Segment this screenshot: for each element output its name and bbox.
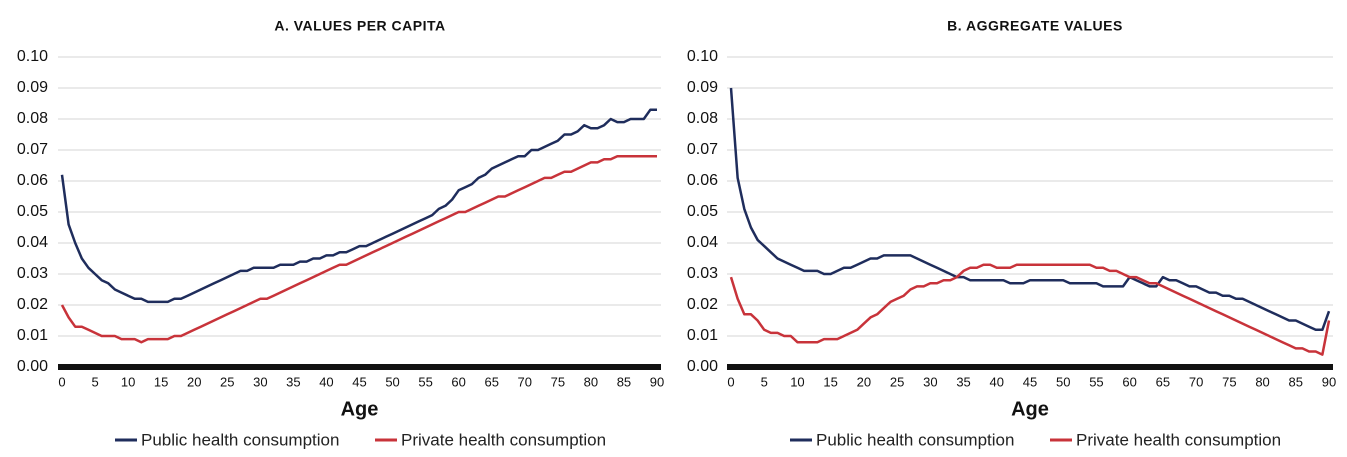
x-tick-label: 90 — [1322, 374, 1336, 389]
x-tick-label: 20 — [857, 374, 871, 389]
x-axis-title: Age — [1011, 398, 1049, 420]
legend-label: Public health consumption — [141, 430, 339, 449]
x-tick-label: 60 — [1122, 374, 1136, 389]
x-tick-label: 55 — [1089, 374, 1103, 389]
y-tick-label: 0.08 — [17, 110, 48, 127]
x-tick-label: 15 — [154, 374, 168, 389]
series-line — [60, 108, 657, 304]
x-tick-label: 85 — [1289, 374, 1303, 389]
y-tick-label: 0.01 — [17, 327, 48, 344]
x-tick-label: 55 — [418, 374, 432, 389]
y-tick-label: 0.09 — [17, 79, 48, 96]
x-tick-label: 15 — [823, 374, 837, 389]
x-tick-label: 65 — [484, 374, 498, 389]
y-tick-label: 0.06 — [17, 172, 48, 189]
x-tick-label: 25 — [890, 374, 904, 389]
y-tick-label: 0.03 — [17, 265, 48, 282]
y-tick-label: 0.09 — [687, 79, 718, 96]
y-tick-label: 0.02 — [17, 296, 48, 313]
x-tick-label: 35 — [956, 374, 970, 389]
x-tick-label: 50 — [1056, 374, 1070, 389]
y-tick-label: 0.07 — [687, 141, 718, 158]
x-tick-label: 75 — [1222, 374, 1236, 389]
x-tick-label: 90 — [650, 374, 664, 389]
series-line — [729, 263, 1331, 356]
x-tick-label: 25 — [220, 374, 234, 389]
y-tick-label: 0.10 — [687, 48, 718, 65]
x-tick-label: 80 — [584, 374, 598, 389]
x-tick-label: 10 — [790, 374, 804, 389]
x-tick-label: 30 — [253, 374, 267, 389]
x-tick-label: 50 — [385, 374, 399, 389]
x-axis-title: Age — [341, 398, 379, 420]
x-tick-label: 30 — [923, 374, 937, 389]
y-tick-label: 0.04 — [17, 234, 48, 251]
y-tick-label: 0.06 — [687, 172, 718, 189]
x-tick-label: 70 — [518, 374, 532, 389]
x-tick-label: 65 — [1156, 374, 1170, 389]
x-tick-label: 5 — [91, 374, 98, 389]
x-tick-label: 45 — [352, 374, 366, 389]
x-tick-label: 75 — [551, 374, 565, 389]
x-tick-label: 5 — [761, 374, 768, 389]
y-tick-label: 0.03 — [687, 265, 718, 282]
series-line — [729, 87, 1331, 332]
y-tick-label: 0.07 — [17, 141, 48, 158]
legend-label: Private health consumption — [1076, 430, 1281, 449]
y-tick-label: 0.00 — [17, 358, 48, 375]
y-tick-label: 0.01 — [687, 327, 718, 344]
x-tick-label: 45 — [1023, 374, 1037, 389]
x-tick-label: 35 — [286, 374, 300, 389]
y-tick-label: 0.02 — [687, 296, 718, 313]
x-tick-label: 80 — [1255, 374, 1269, 389]
legend-label: Private health consumption — [401, 430, 606, 449]
x-tick-label: 40 — [990, 374, 1004, 389]
chart-title: B. AGGREGATE VALUES — [947, 18, 1123, 34]
y-tick-label: 0.00 — [687, 358, 718, 375]
x-tick-label: 0 — [58, 374, 65, 389]
y-tick-label: 0.05 — [687, 203, 718, 220]
x-tick-label: 0 — [727, 374, 734, 389]
y-tick-label: 0.10 — [17, 48, 48, 65]
y-tick-label: 0.04 — [687, 234, 718, 251]
chart-title: A. VALUES PER CAPITA — [274, 18, 445, 34]
y-tick-label: 0.08 — [687, 110, 718, 127]
series-line — [60, 154, 657, 344]
x-tick-label: 40 — [319, 374, 333, 389]
x-tick-label: 70 — [1189, 374, 1203, 389]
legend-label: Public health consumption — [816, 430, 1014, 449]
x-tick-label: 20 — [187, 374, 201, 389]
x-tick-label: 60 — [451, 374, 465, 389]
x-tick-label: 85 — [617, 374, 631, 389]
y-tick-label: 0.05 — [17, 203, 48, 220]
x-tick-label: 10 — [121, 374, 135, 389]
